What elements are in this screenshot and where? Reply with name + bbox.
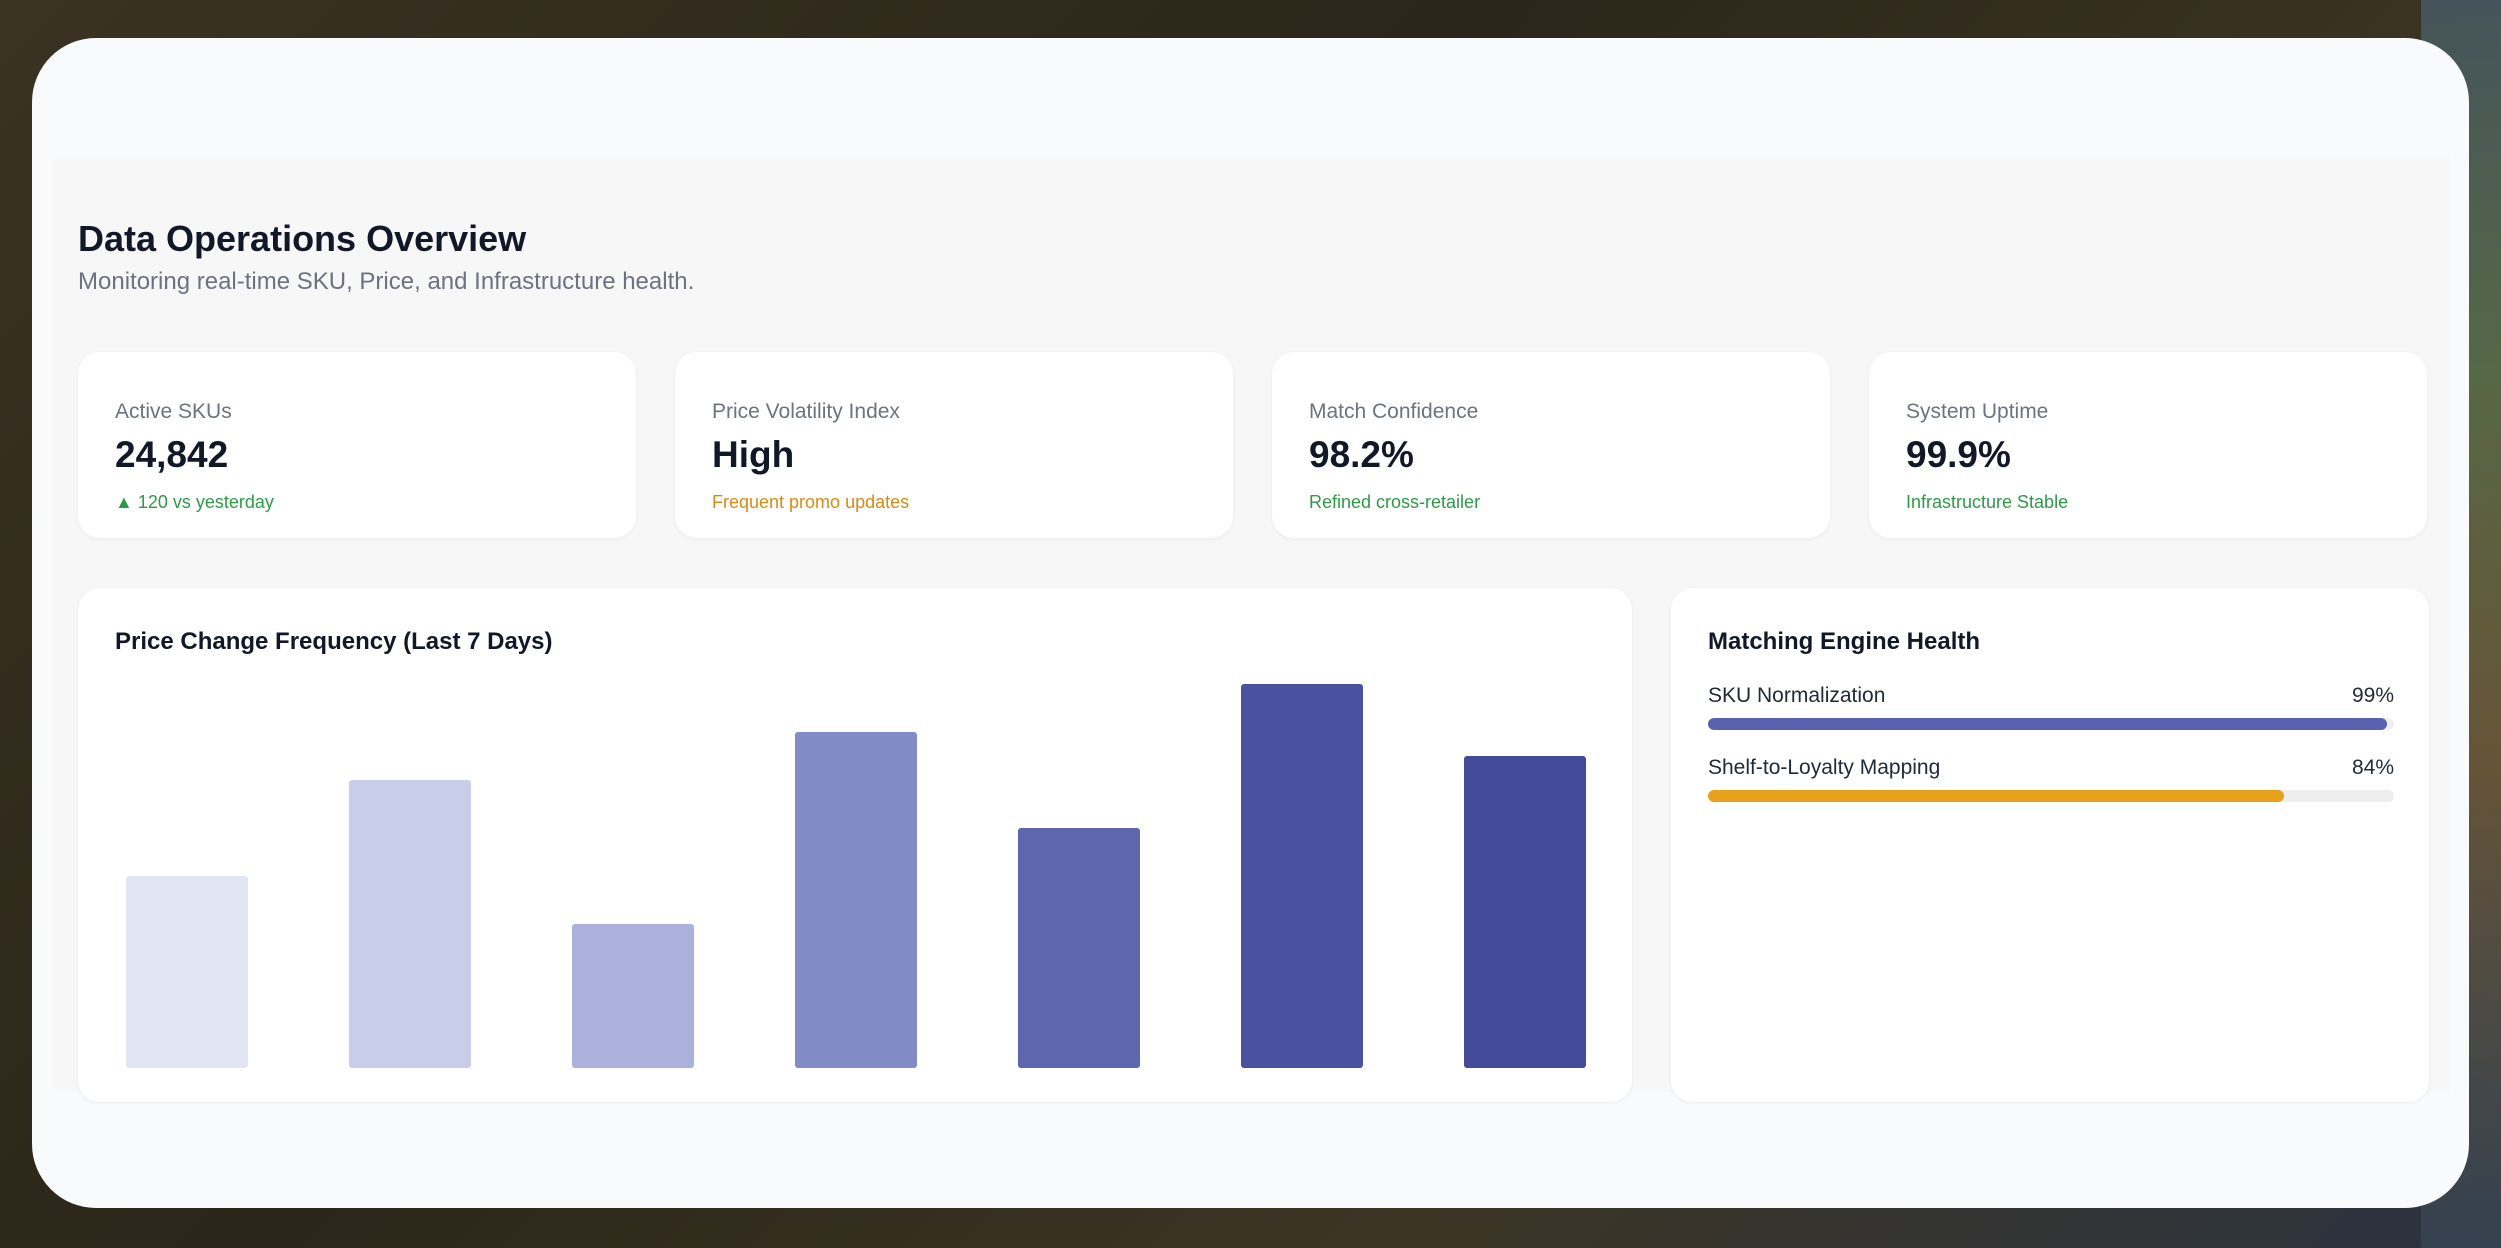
price-change-chart-card: Price Change Frequency (Last 7 Days) bbox=[78, 588, 1632, 1102]
metric-value: 99% bbox=[2351, 684, 2394, 707]
stat-card-match-confidence: Match Confidence 98.2% Refined cross-ret… bbox=[1272, 352, 1830, 538]
metric-sku-normalization: SKU Normalization 99% bbox=[1708, 684, 2394, 744]
metric-label: SKU Normalization bbox=[1708, 684, 1886, 707]
health-title: Matching Engine Health bbox=[1708, 628, 1981, 655]
metric-label: Shelf-to-Loyalty Mapping bbox=[1708, 756, 1941, 779]
stat-card-system-uptime: System Uptime 99.9% Infrastructure Stabl… bbox=[1869, 352, 2427, 538]
page-title: Data Operations Overview bbox=[78, 218, 527, 259]
stat-value: 98.2% bbox=[1309, 434, 1414, 475]
chart-bar-6 bbox=[1241, 684, 1363, 1068]
stat-card-active-skus: Active SKUs 24,842 ▲ 120 vs yesterday bbox=[78, 352, 636, 538]
stat-note: Infrastructure Stable bbox=[1906, 492, 2069, 512]
metric-value: 84% bbox=[2351, 756, 2394, 779]
stat-note: ▲ 120 vs yesterday bbox=[115, 492, 274, 512]
chart-bar-4 bbox=[795, 732, 917, 1068]
price-change-bar-chart bbox=[126, 684, 1586, 1068]
progress-track bbox=[1708, 718, 2394, 730]
progress-fill bbox=[1708, 790, 2285, 802]
metric-shelf-to-loyalty-mapping: Shelf-to-Loyalty Mapping 84% bbox=[1708, 756, 2394, 816]
stat-value: High bbox=[712, 434, 795, 475]
matching-engine-health-card: Matching Engine Health SKU Normalization… bbox=[1671, 588, 2429, 1102]
stat-label: Price Volatility Index bbox=[712, 400, 900, 423]
stat-value: 24,842 bbox=[115, 434, 229, 475]
progress-track bbox=[1708, 790, 2394, 802]
chart-bar-2 bbox=[349, 780, 471, 1068]
page-subtitle: Monitoring real-time SKU, Price, and Inf… bbox=[78, 268, 695, 295]
stat-label: Active SKUs bbox=[115, 400, 232, 423]
stat-card-price-volatility: Price Volatility Index High Frequent pro… bbox=[675, 352, 1233, 538]
screenshot-frame: Data Operations Overview Monitoring real… bbox=[32, 38, 2469, 1208]
stat-label: System Uptime bbox=[1906, 400, 2049, 423]
stat-note: Refined cross-retailer bbox=[1309, 492, 1481, 512]
stat-note: Frequent promo updates bbox=[712, 492, 910, 512]
chart-bar-3 bbox=[572, 924, 694, 1068]
chart-bar-1 bbox=[126, 876, 248, 1068]
progress-fill bbox=[1708, 718, 2388, 730]
chart-title: Price Change Frequency (Last 7 Days) bbox=[115, 628, 553, 655]
dashboard: Data Operations Overview Monitoring real… bbox=[52, 156, 2450, 1102]
chart-bar-5 bbox=[1018, 828, 1140, 1068]
stat-label: Match Confidence bbox=[1309, 400, 1479, 423]
stat-value: 99.9% bbox=[1906, 434, 2011, 475]
chart-bar-7 bbox=[1464, 756, 1586, 1068]
